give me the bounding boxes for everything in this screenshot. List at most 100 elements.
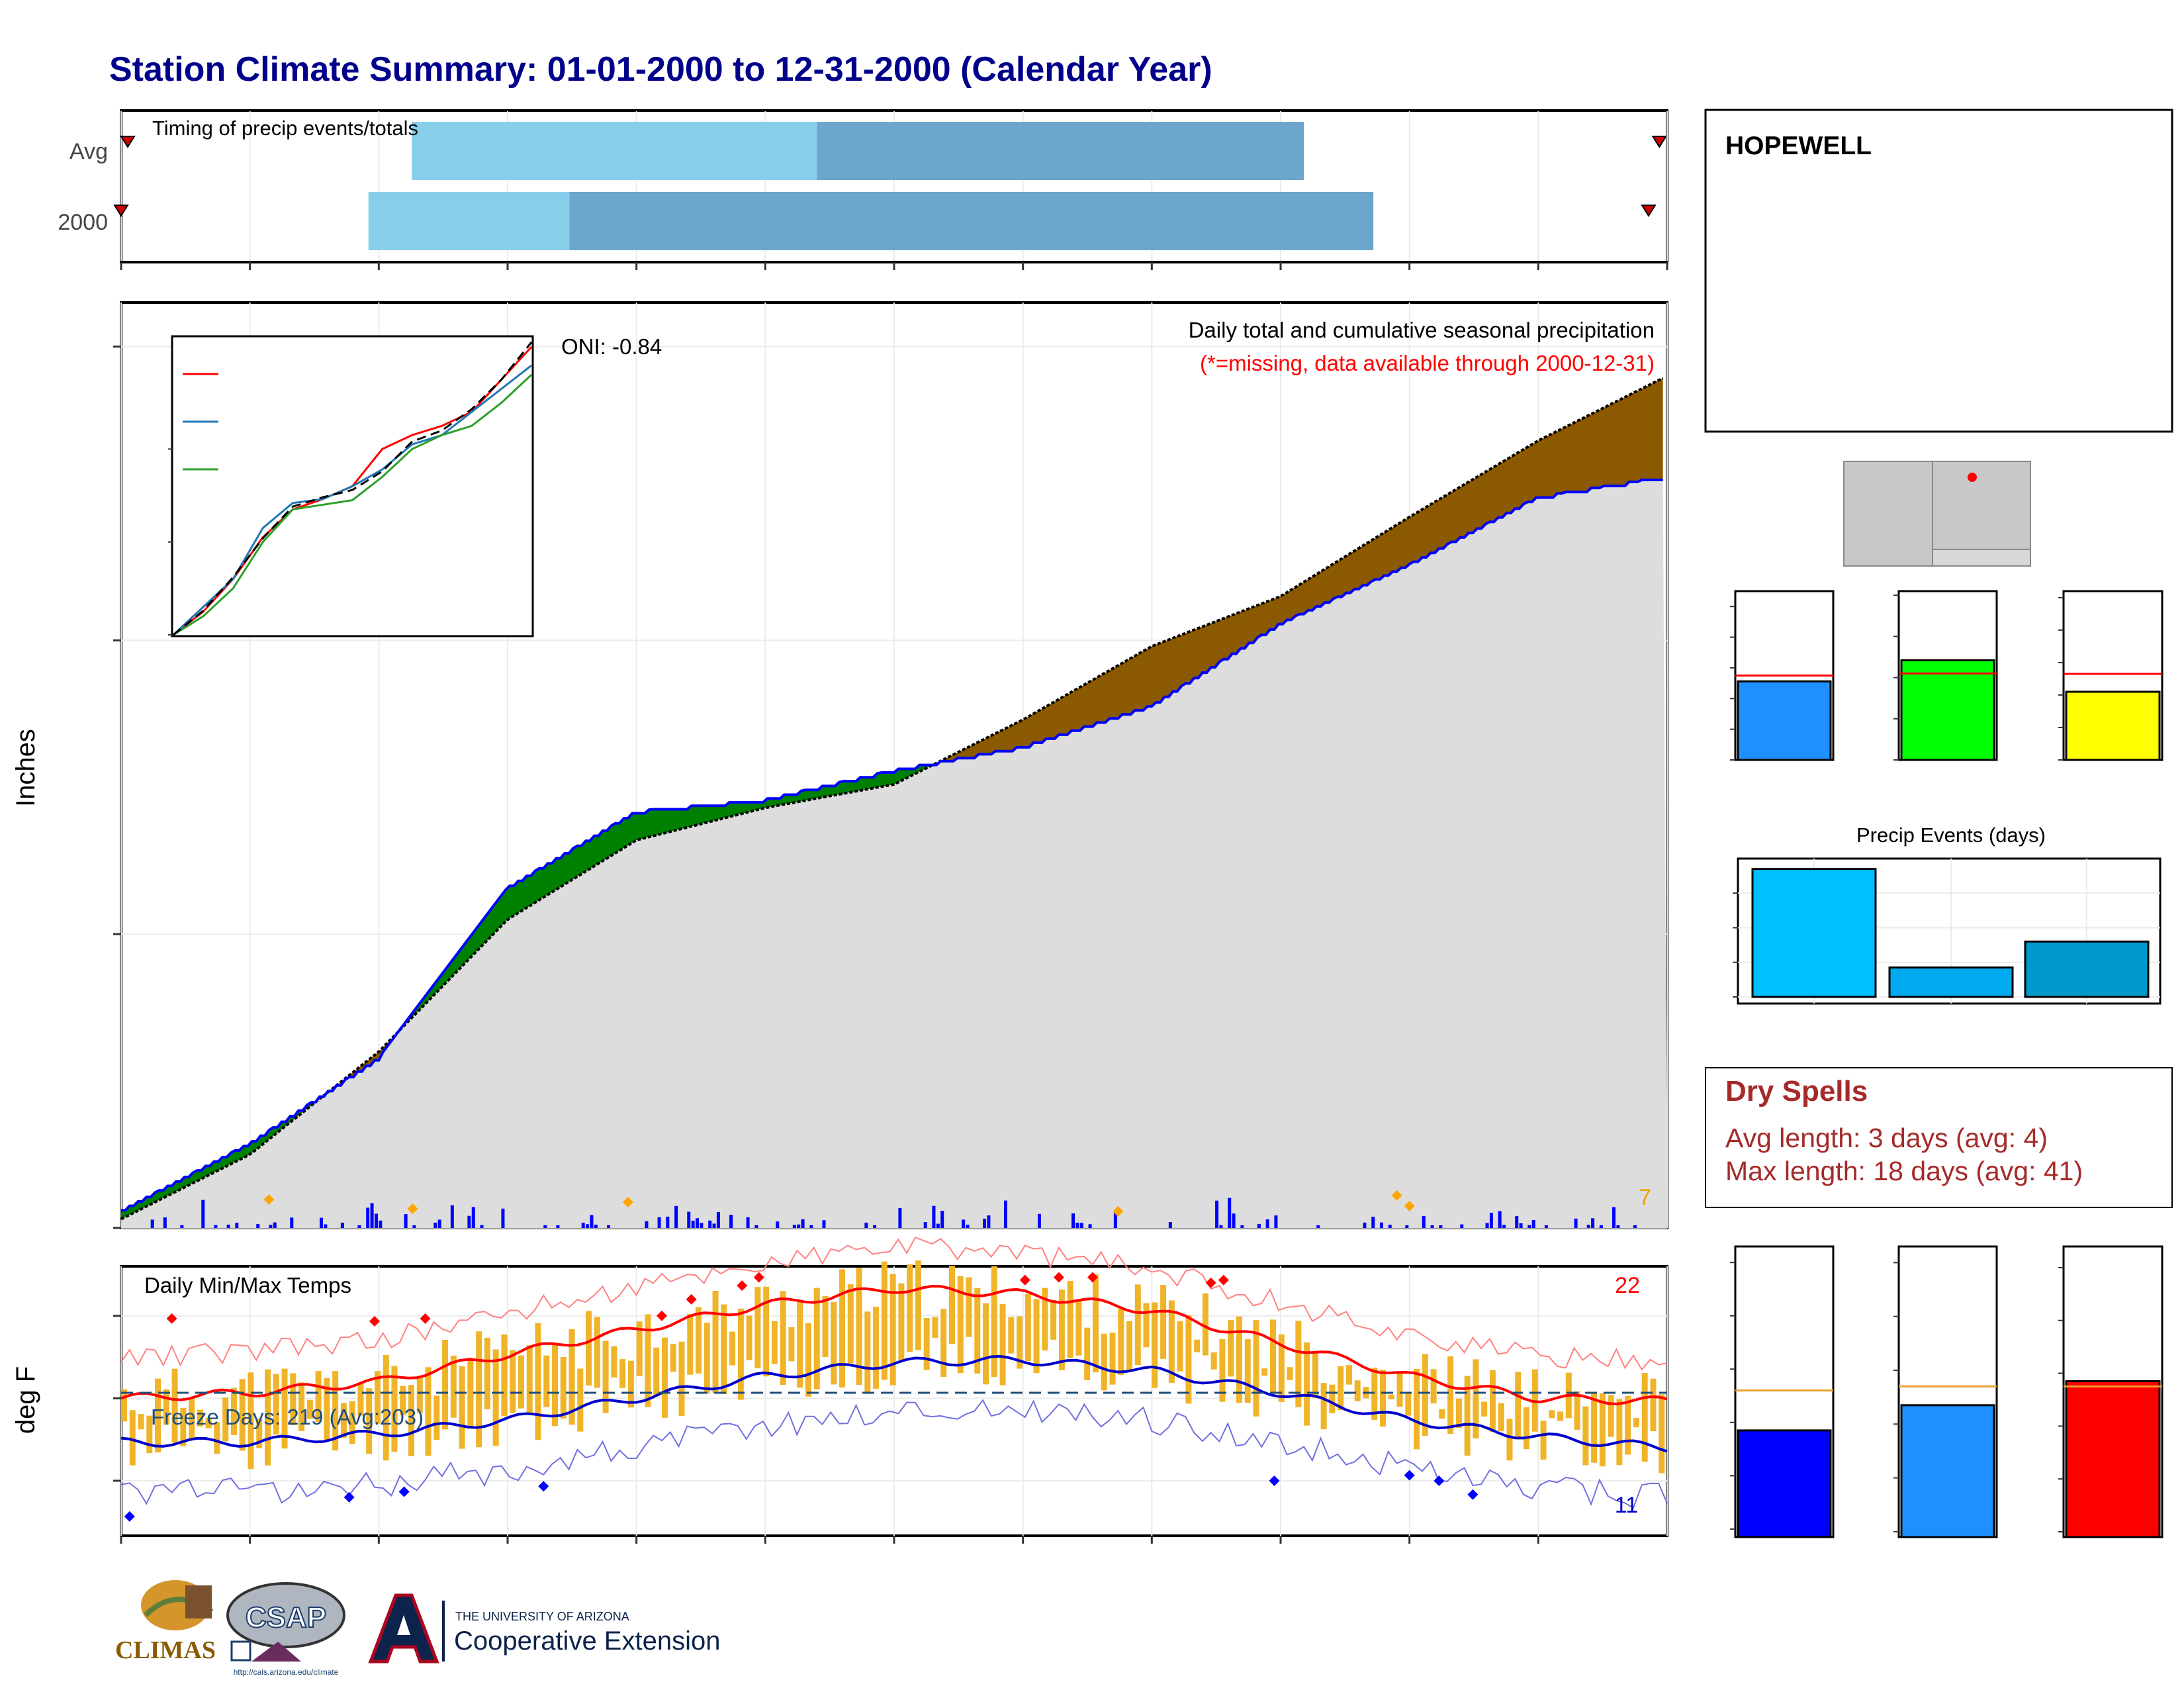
daily-temp-bar bbox=[1244, 1339, 1251, 1403]
daily-temp-bar bbox=[433, 1395, 440, 1440]
daily-precip-bar bbox=[712, 1223, 716, 1228]
daily-temp-bar bbox=[560, 1357, 567, 1419]
daily-temp-bar bbox=[400, 1385, 406, 1415]
dry-spells-max: Max length: 18 days (avg: 41) bbox=[1725, 1156, 2083, 1186]
daily-precip-bar bbox=[987, 1215, 991, 1228]
daily-precip-bar bbox=[1265, 1219, 1269, 1228]
events-title: Precip Events (days) bbox=[1856, 823, 2046, 847]
daily-precip-bar bbox=[1430, 1225, 1434, 1228]
temp-bar-chart-t-min bbox=[1730, 1245, 1835, 1538]
daily-precip-bar bbox=[1240, 1225, 1244, 1228]
daily-temp-bar bbox=[1498, 1403, 1504, 1432]
daily-precip-bar bbox=[1591, 1218, 1595, 1228]
daily-temp-bar bbox=[230, 1387, 237, 1435]
daily-temp-bar bbox=[627, 1360, 634, 1408]
daily-temp-bar bbox=[898, 1283, 905, 1360]
daily-temp-bar bbox=[501, 1334, 508, 1417]
timing-bar-q2 bbox=[569, 192, 1374, 250]
daily-precip-bar bbox=[645, 1221, 649, 1228]
ua-logo-small-text: THE UNIVERSITY OF ARIZONA bbox=[455, 1610, 629, 1623]
daily-temp-bar bbox=[704, 1323, 710, 1394]
daily-temp-bar bbox=[476, 1331, 482, 1448]
daily-precip-bar bbox=[873, 1225, 877, 1228]
daily-temp-bar bbox=[746, 1315, 752, 1360]
daily-temp-bar bbox=[1320, 1383, 1327, 1430]
daily-temp-bar bbox=[1101, 1333, 1107, 1391]
daily-temp-bar bbox=[1338, 1366, 1344, 1411]
daily-temp-bar bbox=[999, 1303, 1006, 1385]
ua-logo: THE UNIVERSITY OF ARIZONA Cooperative Ex… bbox=[368, 1593, 720, 1664]
daily-temp-bar bbox=[222, 1397, 229, 1442]
daily-temp-bar bbox=[661, 1337, 668, 1418]
daily-temp-bar bbox=[1278, 1334, 1285, 1402]
daily-temp-bar bbox=[374, 1371, 381, 1424]
daily-temp-bar bbox=[526, 1345, 533, 1415]
daily-temp-bar bbox=[1616, 1399, 1623, 1466]
daily-temp-bar bbox=[763, 1286, 770, 1377]
daily-temp-bar bbox=[1194, 1339, 1201, 1352]
record-high-marker bbox=[686, 1293, 697, 1305]
daily-temp-bar bbox=[737, 1308, 744, 1400]
events-bar-light bbox=[1751, 868, 1877, 998]
daily-precip-bar bbox=[1003, 1200, 1007, 1228]
mini-bar-chart-intensity bbox=[2058, 590, 2163, 761]
daily-temp-bar bbox=[678, 1341, 685, 1417]
daily-temp-bar bbox=[1422, 1354, 1428, 1436]
average-max-line bbox=[120, 1284, 1668, 1405]
daily-temp-bar bbox=[1582, 1406, 1589, 1466]
daily-temp-bar bbox=[1152, 1302, 1158, 1388]
daily-precip-bar bbox=[1422, 1216, 1426, 1228]
heavy-precip-marker bbox=[1113, 1206, 1124, 1217]
daily-precip-bar bbox=[1599, 1225, 1603, 1228]
daily-temp-bar bbox=[155, 1378, 161, 1453]
daily-temp-bar bbox=[306, 1399, 313, 1419]
daily-temp-bar bbox=[281, 1368, 288, 1449]
daily-temp-bar bbox=[1202, 1293, 1208, 1356]
daily-precip-bar bbox=[590, 1215, 594, 1228]
daily-temp-bar bbox=[366, 1388, 373, 1454]
daily-precip-bar bbox=[983, 1219, 987, 1228]
station-info-box: HOPEWELL bbox=[1704, 109, 2173, 433]
daily-temp-bar bbox=[290, 1373, 296, 1425]
station-location-marker bbox=[1968, 473, 1977, 482]
record-high-marker bbox=[369, 1316, 380, 1327]
page-title: Station Climate Summary: 01-01-2000 to 1… bbox=[109, 50, 1212, 89]
daily-temp-bar bbox=[1050, 1299, 1057, 1340]
daily-temp-bar bbox=[180, 1407, 187, 1446]
daily-temp-bar bbox=[696, 1307, 702, 1374]
daily-precip-bar bbox=[324, 1224, 328, 1228]
daily-temp-bar bbox=[983, 1303, 989, 1385]
precip-annotation-sub: (*=missing, data available through 2000-… bbox=[1200, 351, 1655, 375]
daily-precip-bar bbox=[754, 1225, 758, 1228]
daily-precip-bar bbox=[273, 1222, 277, 1228]
dry-spells-avg: Avg length: 3 days (avg: 4) bbox=[1725, 1123, 2048, 1153]
daily-precip-bar bbox=[1274, 1215, 1278, 1228]
daily-temp-bar bbox=[315, 1371, 322, 1423]
daily-precip-bar bbox=[1527, 1225, 1531, 1228]
record-low-marker bbox=[124, 1511, 135, 1522]
oni-label: ONI: -0.84 bbox=[561, 334, 662, 359]
daily-precip-bar bbox=[1079, 1223, 1083, 1228]
daily-temp-bar bbox=[948, 1266, 955, 1344]
daily-precip-bar bbox=[822, 1220, 826, 1228]
precip-annotation-title: Daily total and cumulative seasonal prec… bbox=[1189, 318, 1655, 342]
daily-temp-bar bbox=[856, 1268, 862, 1385]
daily-temp-bar bbox=[1388, 1394, 1394, 1399]
mini-bar-chart-rain-days bbox=[1893, 590, 1998, 761]
daily-temp-bar bbox=[163, 1389, 169, 1425]
daily-temp-bar bbox=[873, 1306, 880, 1389]
daily-temp-bar bbox=[1455, 1398, 1462, 1429]
daily-precip-bar bbox=[556, 1225, 560, 1228]
daily-temp-bar bbox=[273, 1374, 279, 1435]
climas-logo-text: CLIMAS bbox=[115, 1636, 216, 1664]
daily-precip-bar bbox=[1219, 1225, 1223, 1228]
daily-temp-bar bbox=[214, 1422, 220, 1454]
timing-row-label-year: 2000 bbox=[58, 210, 108, 235]
daily-temp-bar bbox=[907, 1264, 913, 1352]
daily-precip-bar bbox=[1228, 1197, 1232, 1228]
heavy-precip-marker bbox=[407, 1203, 418, 1214]
daily-precip-bar bbox=[666, 1216, 670, 1228]
heavy-precip-marker bbox=[263, 1194, 275, 1205]
daily-precip-bar bbox=[746, 1217, 750, 1228]
